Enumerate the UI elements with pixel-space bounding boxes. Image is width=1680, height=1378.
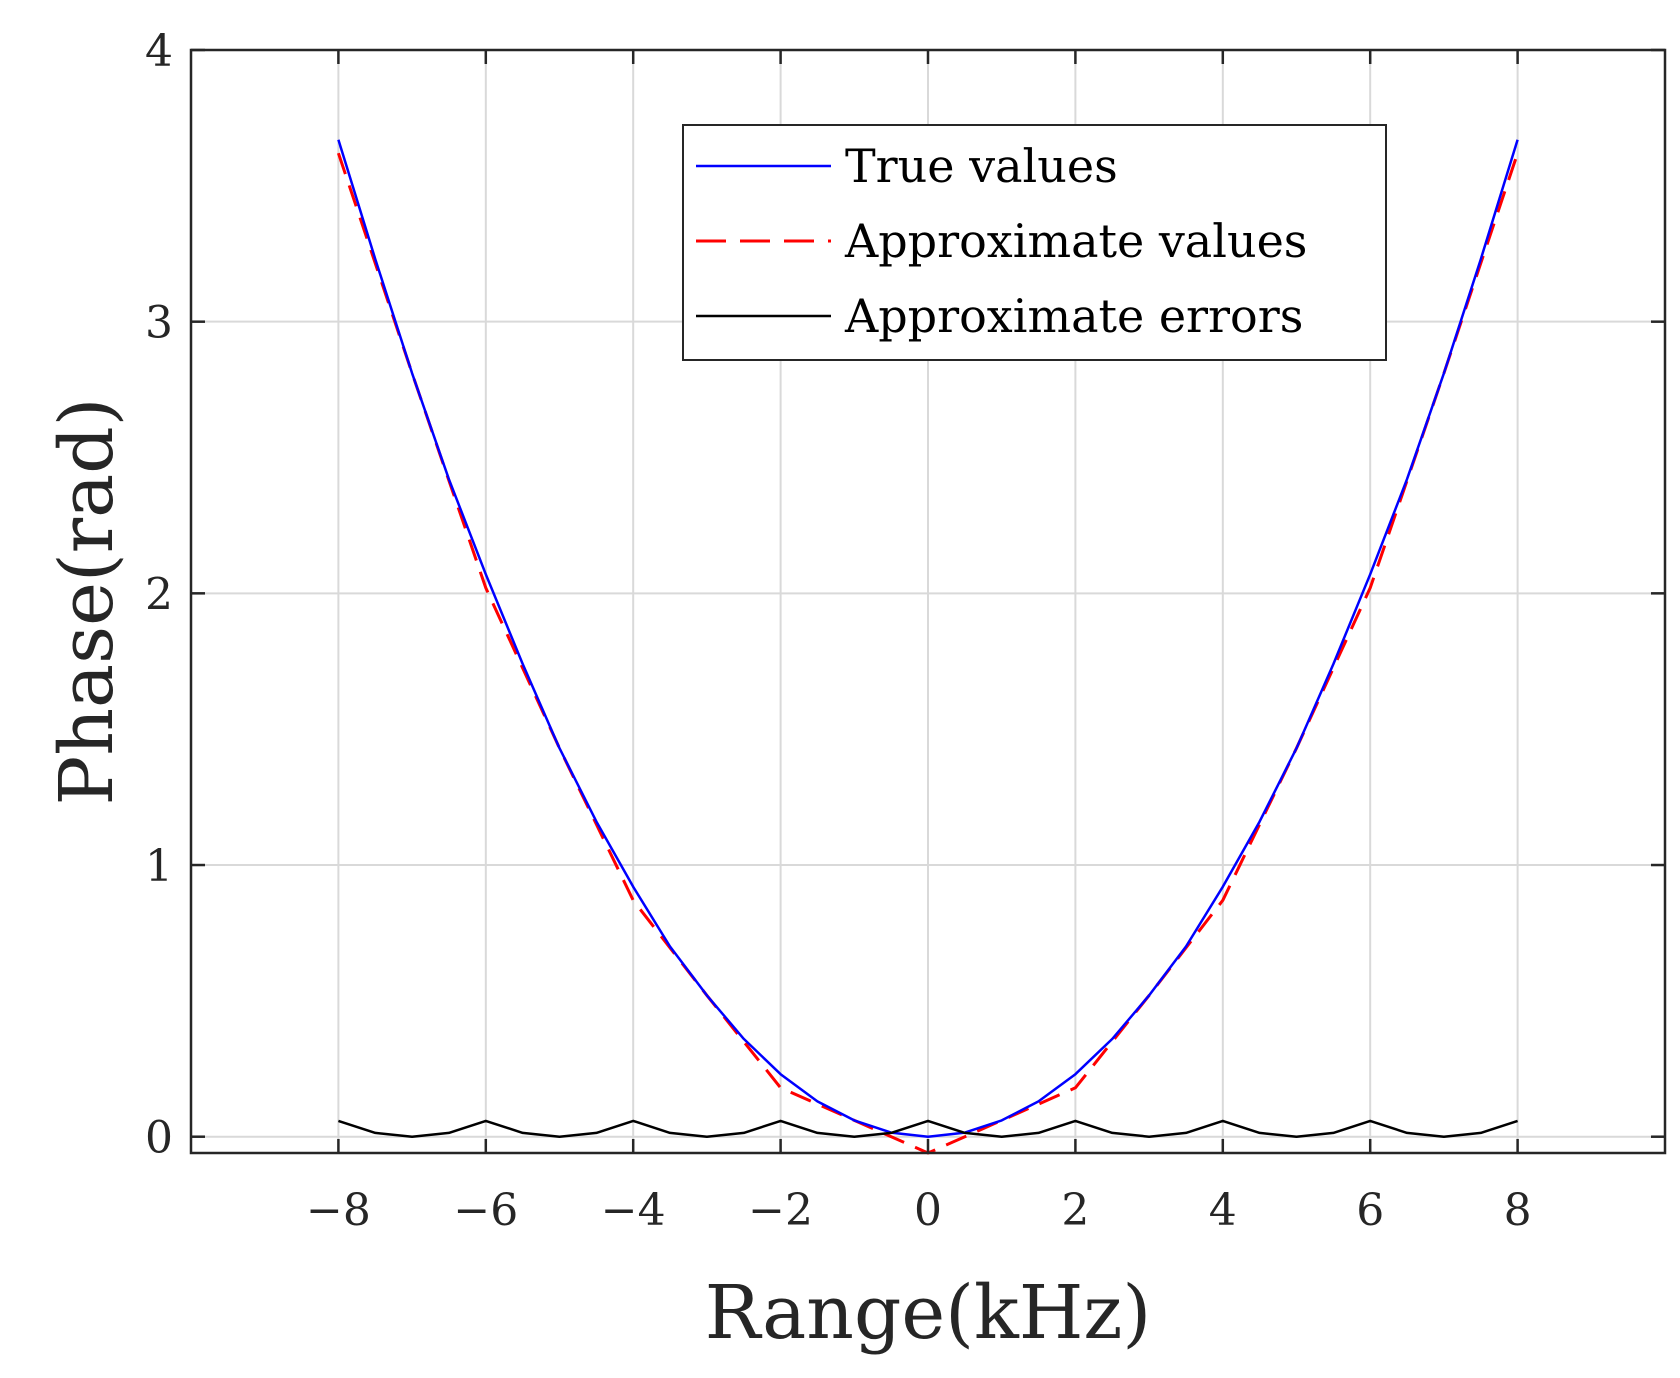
legend-label: True values	[845, 139, 1118, 193]
legend-entry[interactable]: True values	[696, 139, 1118, 193]
x-axis-title: Range(kHz)	[705, 1270, 1151, 1356]
x-tick-label: 4	[1209, 1185, 1237, 1236]
y-tick-label: 0	[145, 1113, 173, 1164]
y-axis-title: Phase(rad)	[44, 398, 130, 806]
y-tick-label: 1	[145, 841, 173, 892]
x-tick-label: −4	[601, 1185, 666, 1236]
y-tick-label: 2	[145, 569, 173, 620]
y-tick-label: 4	[145, 26, 173, 77]
legend-entry[interactable]: Approximate errors	[696, 289, 1303, 343]
x-tick-label: 8	[1504, 1185, 1532, 1236]
legend[interactable]: True values Approximate values Approximate…	[682, 124, 1387, 361]
ticks	[191, 48, 1665, 1153]
x-tick-label: 2	[1061, 1185, 1089, 1236]
legend-label: Approximate errors	[844, 289, 1303, 343]
series-line-approximate-errors	[338, 1119, 1518, 1138]
x-tick-label: −8	[306, 1185, 371, 1236]
x-tick-label: 6	[1356, 1185, 1384, 1236]
legend-label: Approximate values	[844, 214, 1307, 268]
series-line-true-values	[337, 139, 1519, 1138]
x-tick-label: 0	[914, 1185, 942, 1236]
x-tick-label: −6	[453, 1185, 518, 1236]
tick-labels: −8 −6 −4 −2 0 2 4 6 8 0 1 2 3 4	[145, 26, 1532, 1236]
y-tick-label: 3	[145, 298, 173, 349]
legend-entry[interactable]: Approximate values	[696, 214, 1307, 268]
x-tick-label: −2	[748, 1185, 813, 1236]
